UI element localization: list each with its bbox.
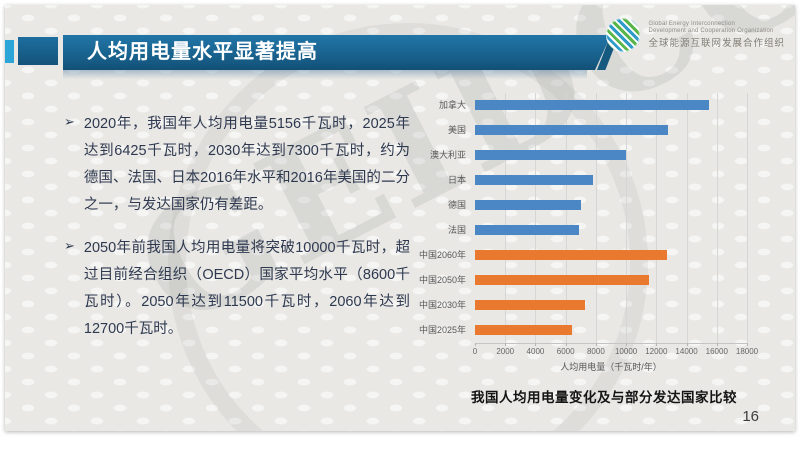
- bar-日本: [475, 175, 593, 185]
- x-tick-mark: [475, 343, 476, 346]
- x-tick-label: 8000: [586, 347, 605, 356]
- x-tick-mark: [595, 343, 597, 346]
- bullet-item-2: ➢ 2050年前我国人均用电量将突破10000千瓦时，超过目前经合组织（OECD…: [64, 235, 410, 343]
- x-tick-label: 4000: [526, 347, 545, 356]
- x-tick-mark: [716, 343, 718, 346]
- gridline: [595, 93, 597, 343]
- logo-line3: 全球能源互联网发展合作组织: [648, 37, 785, 49]
- gridline: [565, 93, 567, 343]
- x-tick-mark: [565, 343, 567, 346]
- x-tick-label: 18000: [735, 347, 759, 356]
- x-tick-mark: [505, 343, 507, 346]
- category-label: 中国2050年: [418, 275, 466, 285]
- category-label: 日本: [447, 175, 466, 185]
- logo-line1: Global Energy Interconnection: [648, 20, 736, 27]
- bar-德国: [475, 200, 581, 210]
- bullet-arrow-icon: ➢: [64, 238, 75, 253]
- chart-x-axis-label: 人均用电量（千瓦时/年）: [560, 362, 662, 372]
- x-tick-label: 14000: [675, 347, 698, 356]
- bullet-list: ➢ 2020年，我国年人均用电量5156千瓦时，2025年达到6425千瓦时，2…: [64, 111, 410, 359]
- globe-icon: [606, 18, 641, 52]
- bar-中国2060年: [475, 250, 667, 260]
- bullet-arrow-icon: ➢: [64, 114, 75, 129]
- x-tick-mark: [686, 343, 688, 346]
- gridline: [626, 93, 628, 343]
- header-accent-square-light: [5, 40, 14, 63]
- x-tick-label: 2000: [496, 347, 515, 356]
- gridline: [686, 93, 688, 343]
- bullet-text-1: 2020年，我国年人均用电量5156千瓦时，2025年达到6425千瓦时，203…: [83, 116, 410, 213]
- x-tick-mark: [747, 343, 748, 346]
- bullet-item-1: ➢ 2020年，我国年人均用电量5156千瓦时，2025年达到6425千瓦时，2…: [64, 111, 410, 219]
- gridline: [535, 93, 537, 343]
- bullet-text-2: 2050年前我国人均用电量将突破10000千瓦时，超过目前经合组织（OECD）国…: [83, 240, 410, 337]
- gridline: [747, 93, 748, 343]
- category-label: 中国2030年: [418, 300, 466, 310]
- logo-text: Global Energy Interconnection Developmen…: [648, 21, 785, 50]
- x-tick-mark: [626, 343, 628, 346]
- x-tick-label: 0: [472, 347, 478, 356]
- bar-加拿大: [475, 100, 710, 110]
- geidco-logo: Global Energy Interconnection Developmen…: [606, 18, 785, 52]
- page-number: 16: [742, 408, 759, 425]
- chart-category-labels: 加拿大美国澳大利亚日本德国法国中国2060年 中国2050年 中国2030年 中国20…: [418, 93, 470, 343]
- chart-x-ticks: 0 2000 4000 6000 8000 10000 12000 14000 16000 180…: [472, 343, 758, 357]
- bar-中国2025年: [475, 325, 573, 335]
- bar-美国: [475, 125, 669, 135]
- x-tick-label: 10000: [614, 347, 638, 356]
- gridline: [656, 93, 658, 343]
- title-banner-shadow: [63, 70, 587, 79]
- category-label: 加拿大: [438, 100, 466, 110]
- chart-plot: [475, 93, 748, 344]
- category-label: 中国2060年: [418, 250, 466, 260]
- bar-法国: [475, 225, 580, 235]
- gridline: [505, 93, 507, 343]
- gridline: [716, 93, 718, 343]
- x-tick-mark: [535, 343, 537, 346]
- chart-caption: 我国人均用电量变化及与部分发达国家比较: [471, 390, 737, 405]
- category-label: 德国: [447, 200, 466, 210]
- x-tick-label: 16000: [705, 347, 728, 356]
- slide: GEIDCO 人均用电量水平显著提高 Global Energy Interco…: [5, 5, 795, 431]
- title-banner: 人均用电量水平显著提高: [63, 35, 611, 70]
- logo-line2: Development and Cooperation Organization: [648, 28, 774, 35]
- x-tick-label: 6000: [556, 347, 575, 356]
- x-tick-label: 12000: [645, 347, 668, 356]
- page-title: 人均用电量水平显著提高: [87, 41, 318, 63]
- bar-中国2030年: [475, 300, 586, 310]
- bar-中国2050年: [475, 275, 649, 285]
- bar-澳大利亚: [475, 150, 627, 160]
- header-accent-square-dark: [18, 37, 58, 65]
- category-label: 中国2025年: [418, 325, 466, 335]
- x-tick-mark: [656, 343, 658, 346]
- category-label: 法国: [447, 225, 466, 235]
- category-label: 澳大利亚: [429, 150, 466, 160]
- category-label: 美国: [447, 125, 466, 135]
- bar-chart: 加拿大美国澳大利亚日本德国法国中国2060年 中国2050年 中国2030年 中国20…: [418, 88, 788, 418]
